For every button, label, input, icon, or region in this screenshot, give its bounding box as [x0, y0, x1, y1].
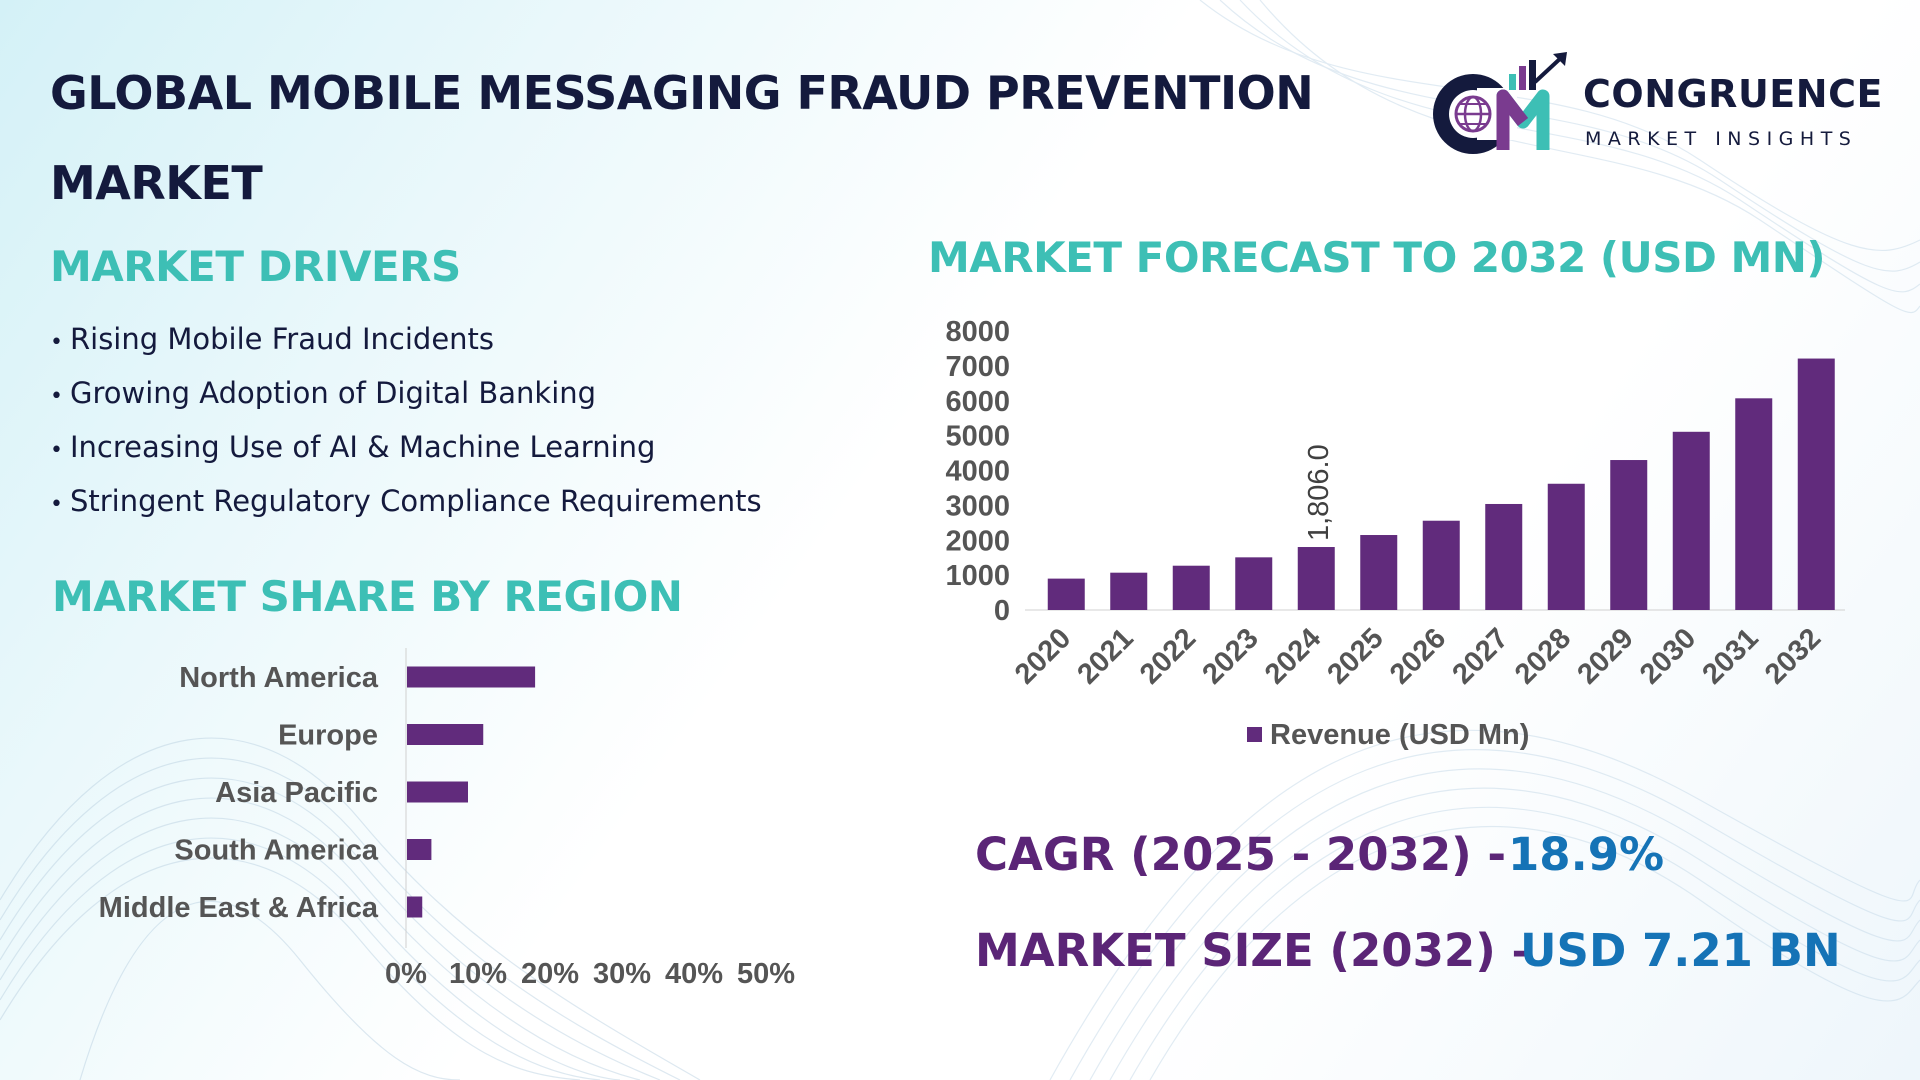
region-bar [407, 896, 423, 918]
x-tick-label: 10% [449, 958, 507, 990]
forecast-bar [1360, 535, 1398, 610]
cagr-value: 18.9% [1508, 828, 1665, 881]
logo-subtitle: MARKET INSIGHTS [1585, 128, 1858, 150]
data-label: 1,806.0 [1303, 444, 1335, 541]
x-tick-label: 20% [521, 958, 579, 990]
legend-swatch [1247, 727, 1262, 742]
driver-item: Growing Adoption of Digital Banking [50, 366, 762, 420]
region-share-bar-chart: North America Europe Asia Pacific South Ame… [99, 648, 795, 990]
logo-name: CONGRUENCE [1583, 72, 1883, 116]
x-tick-label: 2020 [1009, 622, 1077, 690]
category-label: Asia Pacific [215, 777, 378, 809]
legend-label: Revenue (USD Mn) [1270, 719, 1529, 751]
market-size-label: MARKET SIZE (2032) – [975, 924, 1534, 977]
driver-item: Stringent Regulatory Compliance Requirem… [50, 474, 762, 528]
forecast-bar [1735, 398, 1773, 610]
y-tick-label: 2000 [945, 525, 1010, 557]
y-tick-label: 7000 [945, 351, 1010, 383]
market-drivers-heading: MARKET DRIVERS [50, 242, 461, 291]
region-bar [407, 724, 484, 745]
y-tick-label: 8000 [945, 316, 1010, 348]
forecast-bar [1672, 431, 1710, 610]
y-tick-label: 5000 [945, 421, 1010, 453]
category-label: Europe [278, 720, 378, 752]
x-tick-label: 2025 [1321, 622, 1389, 690]
forecast-bar [1047, 578, 1085, 610]
x-tick-label: 30% [593, 958, 651, 990]
x-tick-label: 2026 [1384, 622, 1452, 690]
forecast-bar [1610, 460, 1648, 610]
y-tick-label: 6000 [945, 386, 1010, 418]
x-tick-label: 2027 [1446, 622, 1514, 690]
category-label: Middle East & Africa [99, 892, 379, 924]
company-logo: CONGRUENCE MARKET INSIGHTS [1425, 52, 1895, 162]
region-bar [407, 666, 536, 688]
x-tick-label: 2032 [1759, 622, 1827, 690]
x-tick-label: 2030 [1634, 622, 1702, 690]
forecast-bar [1110, 572, 1148, 610]
y-tick-label: 1000 [945, 560, 1010, 592]
y-tick-label: 3000 [945, 490, 1010, 522]
region-bar [407, 781, 468, 803]
forecast-bar [1797, 358, 1835, 610]
x-tick-label: 2021 [1071, 622, 1139, 690]
market-forecast-heading: MARKET FORECAST TO 2032 (USD MN) [928, 233, 1826, 282]
x-tick-label: 40% [665, 958, 723, 990]
category-label: North America [179, 662, 379, 694]
x-tick-label: 0% [385, 958, 427, 990]
logo-mark-icon [1433, 52, 1567, 154]
region-bar [407, 839, 432, 860]
y-tick-label: 0 [994, 595, 1010, 627]
forecast-bar [1422, 520, 1460, 610]
driver-item: Increasing Use of AI & Machine Learning [50, 420, 762, 474]
page-title: GLOBAL MOBILE MESSAGING FRAUD PREVENTION… [50, 66, 1314, 210]
x-tick-label: 2031 [1696, 622, 1764, 690]
market-share-heading: MARKET SHARE BY REGION [52, 572, 683, 621]
x-tick-label: 2029 [1571, 622, 1639, 690]
x-tick-label: 2024 [1259, 622, 1327, 690]
x-tick-label: 2028 [1509, 622, 1577, 690]
cagr-label: CAGR (2025 - 2032) - [975, 828, 1507, 881]
forecast-bar [1297, 547, 1335, 610]
y-tick-label: 4000 [945, 456, 1010, 488]
forecast-bar [1485, 503, 1523, 610]
x-tick-label: 2022 [1134, 622, 1202, 690]
category-label: South America [174, 835, 378, 867]
market-size-value: USD 7.21 BN [1520, 924, 1841, 977]
forecast-bar [1235, 557, 1273, 610]
forecast-bar [1547, 483, 1585, 610]
market-drivers-list: Rising Mobile Fraud Incidents Growing Ad… [50, 312, 762, 528]
x-tick-label: 2023 [1196, 622, 1264, 690]
driver-item: Rising Mobile Fraud Incidents [50, 312, 762, 366]
forecast-bar [1172, 565, 1210, 610]
market-forecast-bar-chart: 0100020003000400050006000700080002020202… [945, 316, 1845, 751]
x-tick-label: 50% [737, 958, 795, 990]
